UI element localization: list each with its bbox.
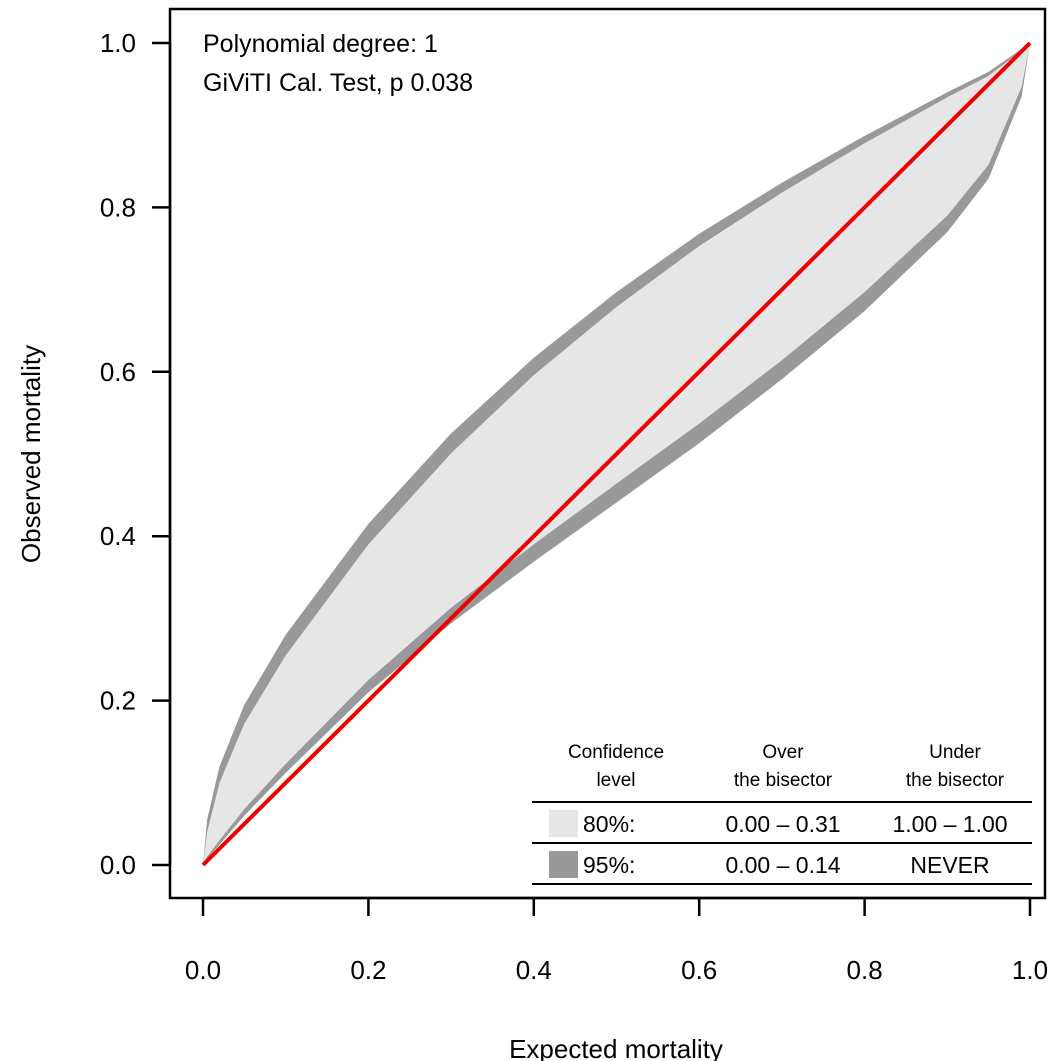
y-tick-label: 0.0 [100,850,136,880]
legend-header-under-line1: Under [929,742,981,763]
annotation-polynomial-degree: Polynomial degree: 1 [203,30,438,58]
x-tick-label: 0.4 [516,955,552,985]
legend-row-80-under: 1.00 – 1.00 [892,811,1007,837]
legend-row-80-level: 80%: [583,811,635,837]
legend-header-over-line2: the bisector [734,770,833,791]
legend-table: Confidence level Over the bisector Under… [532,742,1032,884]
y-tick-label: 0.8 [100,192,136,222]
y-tick-label: 0.2 [100,686,136,716]
x-axis: 0.0 0.2 0.4 0.6 0.8 1.0 [185,898,1048,985]
x-axis-label: Expected mortality [509,1034,723,1061]
x-tick-label: 0.0 [185,955,221,985]
x-tick-label: 0.8 [847,955,883,985]
legend-header-level-line2: level [596,770,635,791]
legend-row-95-over: 0.00 – 0.14 [725,852,840,878]
legend-row-80-over: 0.00 – 0.31 [725,811,840,837]
legend-header-over-line1: Over [762,742,804,763]
x-tick-label: 0.6 [681,955,717,985]
x-tick-label: 1.0 [1012,955,1048,985]
annotation-givit-test: GiViTI Cal. Test, p 0.038 [203,69,473,97]
legend-swatch-95 [549,851,578,878]
x-tick-label: 0.2 [350,955,386,985]
legend-row-95-under: NEVER [910,852,989,878]
y-tick-label: 1.0 [100,28,136,58]
y-axis: 0.0 0.2 0.4 0.6 0.8 1.0 [100,28,170,880]
legend-row-95-level: 95%: [583,852,635,878]
y-tick-label: 0.4 [100,521,136,551]
legend-header-level-line1: Confidence [568,742,664,763]
y-tick-label: 0.6 [100,357,136,387]
y-axis-label: Observed mortality [16,345,46,563]
legend-header-under-line2: the bisector [906,770,1005,791]
legend-swatch-80 [549,810,578,837]
